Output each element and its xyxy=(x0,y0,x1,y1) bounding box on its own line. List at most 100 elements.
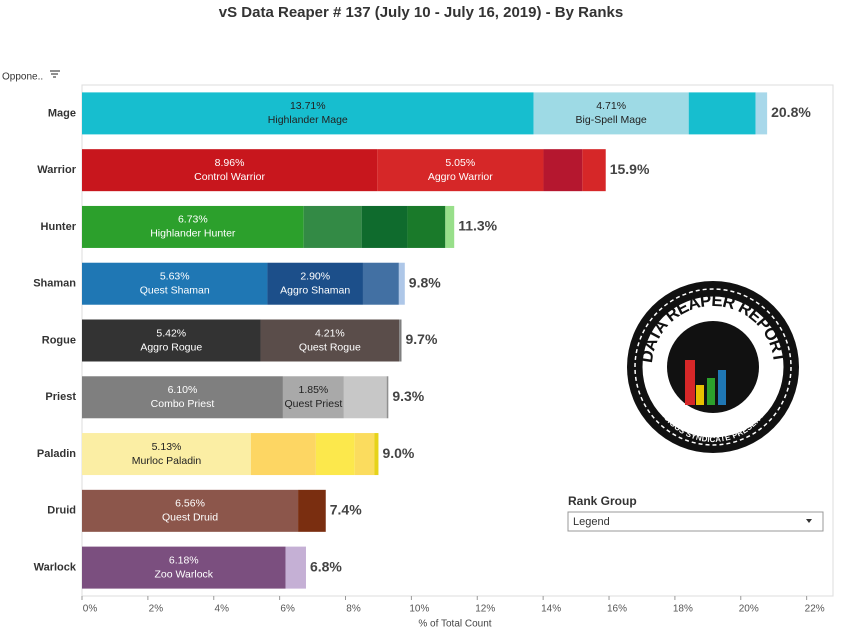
sort-icon[interactable] xyxy=(50,70,60,78)
segment-name: Control Warrior xyxy=(194,171,265,183)
segment-name: Combo Priest xyxy=(151,398,215,410)
dropdown-arrow xyxy=(806,519,812,523)
total-label: 7.4% xyxy=(330,502,362,518)
bar-segment xyxy=(386,376,389,419)
y-tick-label: Mage xyxy=(48,107,76,119)
total-label: 20.8% xyxy=(771,104,811,120)
segment-name: Quest Priest xyxy=(285,398,343,410)
segment-value-label: 8.96% xyxy=(215,157,245,169)
bar-segment xyxy=(315,433,355,476)
segment-value-label: 4.21% xyxy=(315,327,345,339)
bar-segment xyxy=(282,376,344,419)
segment-name: Highlander Hunter xyxy=(150,228,236,240)
logo: DATA REAPER REPORT VICIOUS SYNDICATE PRE… xyxy=(627,281,799,453)
legend-dropdown[interactable] xyxy=(567,511,824,532)
segment-value-label: 4.71% xyxy=(596,100,626,112)
x-tick-label: 4% xyxy=(215,604,230,615)
chart-title: vS Data Reaper # 137 (July 10 - July 16,… xyxy=(219,4,623,21)
y-tick-label: Warlock xyxy=(34,562,77,574)
bar-segment xyxy=(82,489,299,532)
bar-segment xyxy=(362,262,399,305)
segment-name: Aggro Shaman xyxy=(280,285,350,297)
bar-segment xyxy=(688,92,756,135)
bar-segment xyxy=(82,262,268,305)
y-tick-label: Paladin xyxy=(37,448,76,460)
segment-name: Big-Spell Mage xyxy=(576,114,647,126)
x-tick-label: 8% xyxy=(346,604,361,615)
bar-segment xyxy=(285,546,306,589)
legend-dropdown-text: Legend xyxy=(573,516,610,528)
x-tick-label: 20% xyxy=(739,604,759,615)
segment-value-label: 5.63% xyxy=(160,271,190,283)
bar-segment xyxy=(582,149,606,192)
bar-segment xyxy=(82,546,286,589)
total-label: 9.3% xyxy=(392,388,424,404)
bar-segment xyxy=(82,92,534,135)
segment-value-label: 6.73% xyxy=(178,214,208,226)
x-tick-label: 18% xyxy=(673,604,693,615)
bar-segment xyxy=(298,489,326,532)
bar-segment xyxy=(82,149,378,192)
segment-value-label: 2.90% xyxy=(300,271,330,283)
x-tick-label: 14% xyxy=(541,604,561,615)
bar-segment xyxy=(361,205,408,248)
bar-segment xyxy=(82,376,283,419)
y-tick-label: Warrior xyxy=(37,164,76,176)
segment-value-label: 5.05% xyxy=(445,157,475,169)
segment-name: Quest Rogue xyxy=(299,341,361,353)
segment-value-label: 5.13% xyxy=(152,441,182,453)
bar-segment xyxy=(354,433,375,476)
segment-name: Aggro Rogue xyxy=(140,341,202,353)
bar-segment xyxy=(267,262,363,305)
bar-segment xyxy=(260,319,400,362)
segment-name: Highlander Mage xyxy=(268,114,348,126)
segment-value-label: 6.10% xyxy=(168,384,198,396)
segment-value-label: 5.42% xyxy=(156,327,186,339)
bar-segment xyxy=(399,319,402,362)
x-tick-label: 12% xyxy=(475,604,495,615)
total-label: 9.8% xyxy=(409,274,441,290)
bar-segment xyxy=(82,433,251,476)
total-label: 11.3% xyxy=(458,218,497,234)
bar-segment xyxy=(755,92,768,135)
x-tick-label: 2% xyxy=(149,604,164,615)
x-tick-label: 6% xyxy=(280,604,295,615)
x-tick-label: 10% xyxy=(409,604,429,615)
row-header: Oppone.. xyxy=(2,72,43,83)
segment-name: Murloc Paladin xyxy=(132,455,202,467)
x-tick-label: 0% xyxy=(83,604,98,615)
total-label: 9.7% xyxy=(406,331,438,347)
segment-value-label: 13.71% xyxy=(290,100,326,112)
segment-value-label: 1.85% xyxy=(299,384,329,396)
x-tick-label: 16% xyxy=(607,604,627,615)
segment-name: Quest Druid xyxy=(162,512,218,524)
bar-segment xyxy=(445,205,455,248)
segment-value-label: 6.18% xyxy=(169,554,199,566)
x-tick-label: 22% xyxy=(805,604,825,615)
bar-segment xyxy=(82,205,304,248)
segment-name: Quest Shaman xyxy=(140,285,210,297)
y-tick-label: Druid xyxy=(47,505,76,517)
bar-segment xyxy=(303,205,362,248)
bar-segment xyxy=(250,433,316,476)
y-tick-label: Shaman xyxy=(33,278,76,290)
bar-segment xyxy=(533,92,689,135)
bar-segment xyxy=(343,376,387,419)
bar-segment xyxy=(543,149,583,192)
y-tick-label: Hunter xyxy=(41,221,77,233)
segment-value-label: 6.56% xyxy=(175,498,205,510)
segment-name: Zoo Warlock xyxy=(155,568,214,580)
total-label: 9.0% xyxy=(382,445,414,461)
total-label: 6.8% xyxy=(310,558,342,574)
segment-name: Aggro Warrior xyxy=(428,171,493,183)
bar-segment xyxy=(374,433,379,476)
total-label: 15.9% xyxy=(610,161,650,177)
bar-segment xyxy=(398,262,405,305)
bar-segment xyxy=(377,149,544,192)
bar-segment xyxy=(407,205,446,248)
y-tick-label: Rogue xyxy=(42,334,76,346)
bar-segment xyxy=(82,319,261,362)
legend-title: Rank Group xyxy=(568,494,637,508)
x-axis-label: % of Total Count xyxy=(418,619,491,630)
